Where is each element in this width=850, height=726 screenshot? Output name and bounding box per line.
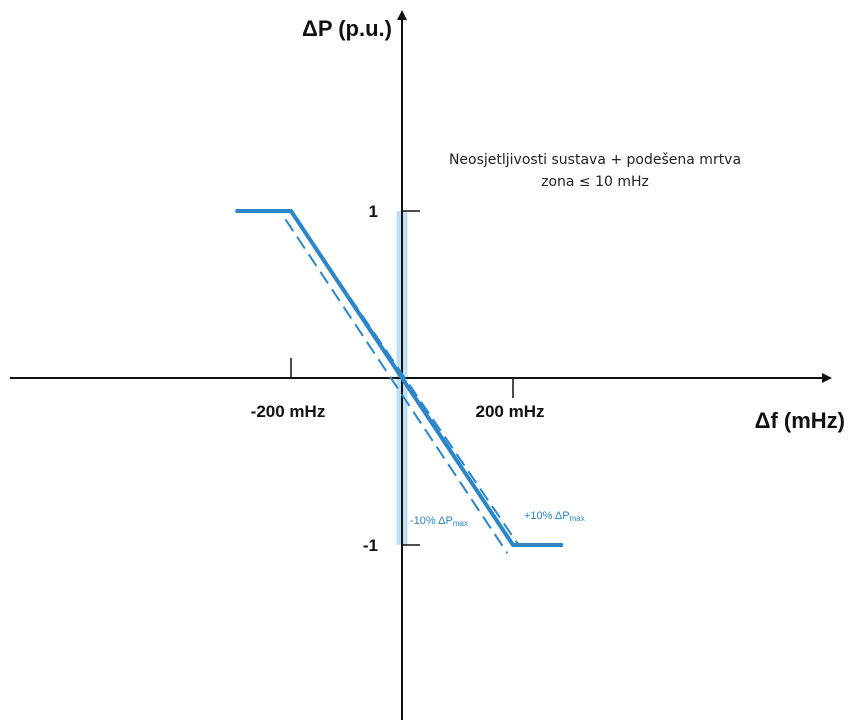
x-axis-title: Δf (mHz) (755, 408, 845, 433)
plus-tolerance-label: +10% ΔPmax (524, 510, 585, 523)
y-axis-title: ΔP (p.u.) (302, 16, 392, 41)
dead-band-note-line2: zona ≤ 10 mHz (541, 174, 649, 190)
droop-characteristic-line (235, 209, 563, 547)
x-tick-label-plus-200: 200 mHz (476, 402, 545, 421)
plus-tolerance-main: +10% ΔP (524, 510, 570, 522)
minus-tolerance-sub: max (453, 519, 468, 528)
tolerance-band-line-1 (290, 210, 520, 546)
series-layer (235, 209, 563, 554)
plus-tolerance-sub: max (570, 514, 585, 523)
x-tick-label-minus-200: -200 mHz (251, 402, 326, 421)
minus-tolerance-label: -10% ΔPmax (410, 515, 468, 528)
dead-band-note-line1: Neosjetljivosti sustava + podešena mrtva (449, 152, 741, 168)
minus-tolerance-main: -10% ΔP (410, 515, 453, 527)
y-tick-label-minus-1: -1 (363, 536, 378, 555)
tolerance-band-line-2 (284, 218, 509, 554)
y-tick-label-plus-1: 1 (369, 202, 378, 221)
